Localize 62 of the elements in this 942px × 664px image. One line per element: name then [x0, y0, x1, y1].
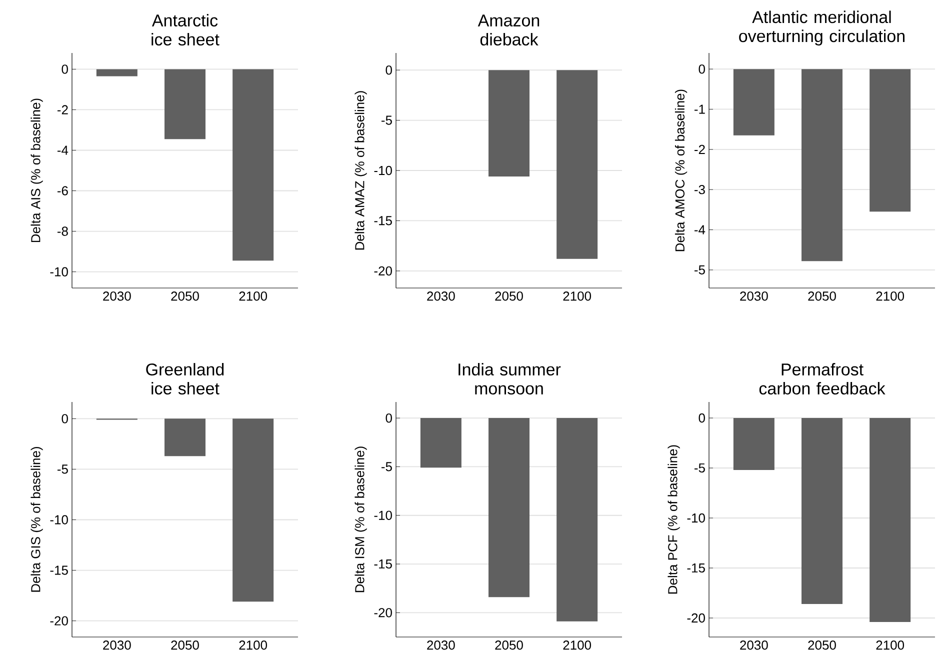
y-tick-label: -4 [694, 225, 706, 234]
x-tick-label: 2050 [808, 640, 836, 650]
x-tick-label: 2030 [427, 640, 455, 650]
x-tick-label: 2100 [239, 640, 268, 650]
x-tick-label: 2050 [171, 640, 199, 650]
y-tick-label: -4 [58, 146, 68, 155]
x-tick-label: 2100 [876, 292, 904, 301]
y-tick-label: -2 [694, 144, 705, 154]
y-tick-label: -10 [374, 166, 392, 176]
x-tick-label: 2100 [563, 292, 592, 301]
x-tick-label: 2050 [495, 640, 523, 650]
y-tick-label: -5 [382, 116, 392, 125]
y-tick-label: 0 [386, 65, 392, 75]
chart-title: Atlantic meridional overturning circulation [739, 10, 904, 46]
x-tick-label: 2100 [563, 640, 592, 650]
y-tick-label: -10 [50, 267, 68, 276]
chart-title: Antarctic ice sheet [152, 14, 220, 46]
y-tick-label: -15 [374, 559, 392, 569]
y-tick-label: -5 [694, 463, 705, 473]
y-tick-label: -6 [58, 186, 68, 196]
x-tick-label: 2030 [427, 292, 455, 301]
x-tick-label: 2030 [103, 640, 131, 650]
y-tick-label: -20 [374, 608, 392, 618]
x-tick-label: 2050 [171, 292, 199, 301]
chart-title: Greenland ice sheet [146, 363, 224, 395]
y-tick-label: -5 [382, 462, 392, 472]
y-axis-title: Delta GIS (% of baseline) [30, 446, 43, 592]
y-axis-title: Delta AMAZ (% of baseline) [354, 91, 367, 250]
y-tick-label: -1 [694, 104, 705, 114]
y-tick-label: 0 [698, 413, 705, 423]
chart-title: India summer monsoon [458, 363, 561, 395]
chart-title: Permafrost carbon feedback [759, 363, 886, 395]
y-tick-label: -8 [58, 226, 68, 236]
y-tick-label: -15 [687, 563, 705, 573]
y-tick-label: 0 [386, 413, 392, 423]
y-tick-label: -10 [374, 510, 392, 520]
y-tick-label: -15 [50, 566, 68, 575]
y-tick-label: -2 [58, 105, 68, 114]
y-tick-label: 0 [62, 414, 68, 424]
y-tick-label: 0 [62, 64, 68, 74]
y-axis-title: Delta ISM (% of baseline) [354, 446, 367, 592]
x-tick-label: 2050 [808, 292, 836, 301]
y-tick-label: -10 [687, 513, 705, 523]
y-tick-label: -3 [694, 184, 705, 194]
y-tick-label: -15 [374, 216, 392, 226]
y-tick-label: -10 [50, 515, 68, 524]
x-tick-label: 2100 [239, 292, 268, 301]
x-tick-label: 2030 [740, 292, 768, 301]
y-axis-title: Delta PCF (% of baseline) [668, 445, 680, 594]
y-tick-label: -20 [687, 613, 705, 623]
y-axis-title: Delta AMOC (% of baseline) [674, 90, 688, 252]
y-tick-label: -20 [50, 616, 68, 626]
chart-title: Amazon dieback [478, 14, 540, 46]
y-tick-label: 0 [698, 64, 705, 74]
x-tick-label: 2050 [495, 292, 523, 301]
y-tick-label: -20 [374, 266, 392, 276]
x-tick-label: 2100 [876, 640, 904, 650]
y-tick-label: -5 [694, 265, 705, 274]
x-tick-label: 2030 [740, 640, 768, 650]
y-tick-label: -5 [58, 464, 68, 474]
x-tick-label: 2030 [103, 292, 131, 301]
y-axis-title: Delta AIS (% of baseline) [30, 98, 43, 242]
